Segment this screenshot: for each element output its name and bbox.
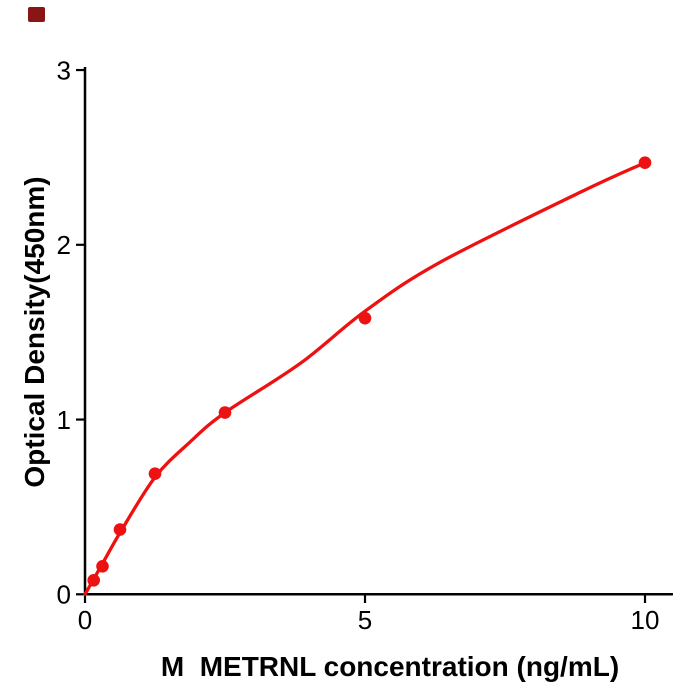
y-tick-label: 3 bbox=[57, 55, 71, 85]
chart-layer: 0 1 2 3 0 5 10 bbox=[57, 55, 673, 635]
data-point bbox=[218, 406, 232, 419]
y-axis-title: Optical Density(450nm) bbox=[19, 176, 50, 487]
data-point bbox=[113, 523, 127, 536]
data-point bbox=[148, 467, 162, 481]
data-point bbox=[87, 574, 100, 587]
y-tick-label: 1 bbox=[57, 405, 71, 435]
x-tick-label: 0 bbox=[78, 605, 92, 635]
x-tick-label: 5 bbox=[358, 605, 372, 635]
x-tick-label: 10 bbox=[631, 605, 660, 635]
y-tick-label: 0 bbox=[57, 580, 71, 610]
x-axis-title: M METRNL concentration (ng/mL) bbox=[161, 651, 619, 682]
fit-curve-line bbox=[83, 161, 647, 596]
data-point bbox=[358, 311, 372, 325]
logo-mark bbox=[28, 7, 45, 22]
y-tick-label: 2 bbox=[57, 230, 71, 260]
data-point bbox=[638, 156, 652, 169]
data-point bbox=[96, 560, 109, 573]
